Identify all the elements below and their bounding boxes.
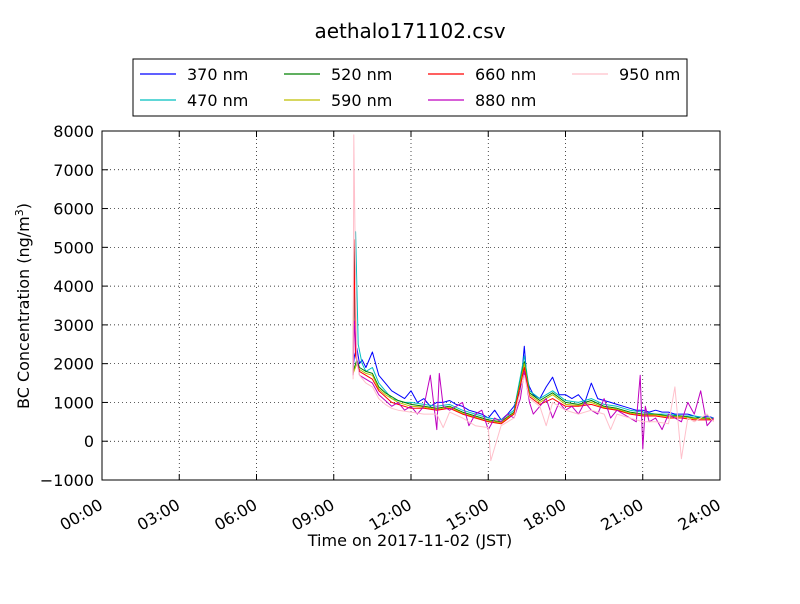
y-axis-label-sup: 3	[13, 209, 26, 216]
y-tick-label: 4000	[53, 277, 94, 296]
y-tick-label: 3000	[53, 316, 94, 335]
legend-label: 520 nm	[331, 65, 392, 84]
y-tick-label: 8000	[53, 122, 94, 141]
plot-background	[102, 131, 720, 480]
x-axis-label: Time on 2017-11-02 (JST)	[307, 531, 512, 550]
legend-label: 950 nm	[619, 65, 680, 84]
y-axis-label-end: )	[14, 203, 33, 209]
legend-label: 880 nm	[475, 91, 536, 110]
legend: 370 nm 470 nm 520 nm 590 nm 660 nm 880 nm 950 …	[132, 58, 688, 117]
chart-title: aethalo171102.csv	[314, 19, 505, 43]
y-axis-label-main: BC Concentration (ng/m	[14, 216, 33, 409]
legend-label: 370 nm	[187, 65, 248, 84]
series-line-880-nm	[352, 320, 714, 450]
legend-label: 590 nm	[331, 91, 392, 110]
y-axis-label: BC Concentration (ng/m3)	[13, 203, 34, 409]
y-tick-label: 6000	[53, 200, 94, 219]
y-tick-label: 2000	[53, 355, 94, 374]
y-tick-label: 1000	[53, 393, 94, 412]
y-tick-label: 0	[84, 432, 94, 451]
series-line-470-nm	[352, 231, 714, 421]
legend-label: 470 nm	[187, 91, 248, 110]
legend-label: 660 nm	[475, 65, 536, 84]
y-tick-label: 7000	[53, 161, 94, 180]
y-tick-label: −1000	[40, 471, 94, 490]
series-line-950-nm	[352, 134, 714, 462]
legend-frame	[132, 58, 688, 117]
y-tick-label: 5000	[53, 238, 94, 257]
series-lines	[352, 134, 714, 462]
